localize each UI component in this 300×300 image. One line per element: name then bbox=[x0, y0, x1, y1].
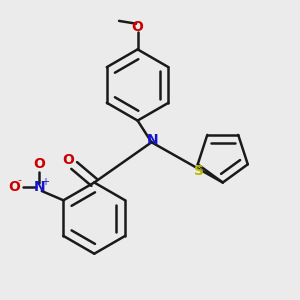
Text: N: N bbox=[34, 180, 45, 194]
Text: O: O bbox=[33, 157, 45, 171]
Text: +: + bbox=[40, 177, 49, 187]
Text: O: O bbox=[132, 20, 144, 34]
Text: O: O bbox=[63, 153, 74, 167]
Text: O: O bbox=[8, 180, 20, 194]
Text: S: S bbox=[194, 164, 204, 178]
Text: N: N bbox=[146, 133, 158, 147]
Text: -: - bbox=[17, 175, 22, 185]
